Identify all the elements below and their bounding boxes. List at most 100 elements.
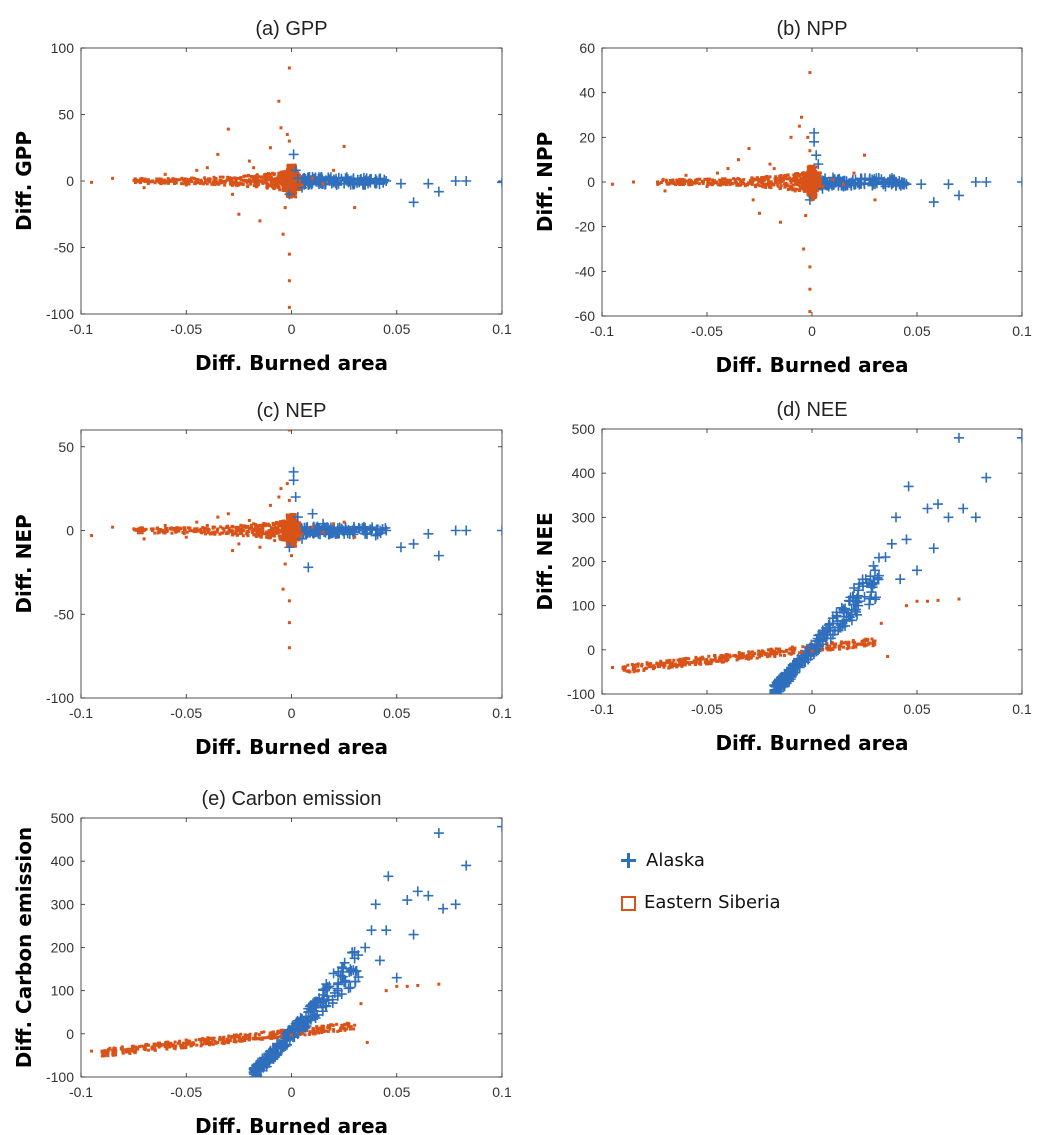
cloud-point-siberia — [784, 182, 788, 186]
cloud-point-siberia — [139, 526, 143, 530]
cloud-point-siberia — [193, 177, 197, 181]
cloud-point-siberia — [213, 1039, 217, 1043]
data-point-alaska — [402, 895, 413, 906]
cloud-point-siberia — [793, 172, 797, 176]
cloud-point-siberia — [763, 176, 767, 180]
cloud-point-siberia — [668, 178, 672, 182]
cloud-point-siberia — [241, 182, 245, 186]
cloud-point-siberia — [632, 670, 636, 674]
cloud-point-siberia — [271, 531, 275, 535]
cloud-point-siberia — [324, 1029, 328, 1033]
cloud-point-siberia — [228, 1039, 232, 1043]
data-point-siberia — [785, 173, 789, 177]
cloud-point-siberia — [146, 1048, 150, 1052]
cloud-point-alaska — [369, 176, 380, 187]
cloud-point-siberia — [179, 1046, 183, 1050]
cloud-point-siberia — [137, 529, 141, 533]
x-tick-label: 0.1 — [492, 705, 512, 721]
cloud-point-siberia — [798, 651, 802, 655]
data-point-alaska — [284, 542, 295, 553]
cloud-point-siberia — [169, 1044, 173, 1048]
cloud-point-siberia — [219, 179, 223, 183]
cloud-point-siberia — [769, 650, 773, 654]
cloud-point-siberia — [253, 175, 257, 179]
cloud-point-siberia — [803, 185, 807, 189]
cloud-point-siberia — [665, 179, 669, 183]
cloud-point-siberia — [106, 1051, 110, 1055]
data-point-siberia — [237, 542, 241, 546]
data-point-siberia — [277, 495, 281, 499]
data-point-alaska — [450, 525, 461, 536]
data-point-alaska — [328, 177, 339, 188]
data-point-siberia — [842, 182, 845, 186]
cloud-point-siberia — [682, 180, 686, 184]
cloud-point-siberia — [800, 177, 804, 181]
cloud-point-siberia — [161, 1043, 165, 1047]
cloud-point-siberia — [697, 658, 701, 662]
cloud-point-siberia — [788, 186, 792, 190]
cloud-point-siberia — [681, 183, 685, 187]
cloud-point-siberia — [806, 185, 810, 189]
cloud-point-siberia — [276, 531, 280, 535]
cloud-point-siberia — [171, 1044, 175, 1048]
cloud-point-siberia — [239, 176, 243, 180]
cloud-point-alaska — [323, 995, 334, 1006]
cloud-point-siberia — [188, 529, 192, 533]
cloud-point-siberia — [191, 176, 195, 180]
cloud-point-siberia — [772, 652, 776, 656]
cloud-point-siberia — [276, 186, 280, 190]
cloud-point-siberia — [828, 647, 832, 651]
cloud-point-siberia — [734, 178, 738, 182]
cloud-point-alaska — [870, 592, 881, 603]
cloud-point-siberia — [287, 181, 291, 185]
data-point-siberia — [332, 168, 336, 172]
cloud-point-siberia — [274, 180, 278, 184]
cloud-point-siberia — [206, 1039, 210, 1043]
cloud-point-siberia — [194, 1038, 198, 1042]
chart-title: (c) NEP — [257, 400, 327, 422]
cloud-point-siberia — [288, 183, 292, 187]
data-point-alaska — [374, 955, 385, 966]
cloud-point-siberia — [633, 666, 637, 670]
x-tick-label: -0.05 — [691, 323, 723, 339]
data-point-alaska — [461, 176, 472, 186]
data-point-alaska — [970, 177, 981, 187]
data-point-siberia — [747, 147, 751, 150]
data-point-siberia — [279, 126, 283, 130]
cloud-point-siberia — [776, 184, 780, 188]
cloud-point-siberia — [142, 1045, 146, 1049]
cloud-point-siberia — [151, 527, 155, 531]
chart-title: (a) GPP — [255, 18, 327, 40]
cloud-point-siberia — [294, 522, 298, 526]
cloud-point-siberia — [722, 182, 726, 186]
cloud-point-siberia — [257, 1033, 261, 1037]
cloud-point-siberia — [769, 180, 773, 184]
cloud-point-siberia — [742, 181, 746, 185]
cloud-point-siberia — [211, 180, 215, 184]
data-point-siberia — [294, 172, 298, 176]
chart-title: (e) Carbon emission — [201, 788, 381, 810]
x-tick-label: -0.1 — [590, 701, 614, 717]
cloud-point-siberia — [813, 196, 817, 200]
cloud-point-siberia — [708, 660, 712, 664]
cloud-point-siberia — [278, 529, 282, 533]
cloud-point-siberia — [203, 176, 207, 180]
data-point-siberia — [287, 621, 291, 625]
cloud-point-siberia — [838, 644, 842, 648]
cloud-point-siberia — [276, 178, 280, 182]
cloud-point-siberia — [256, 181, 260, 185]
data-point-alaska — [318, 989, 329, 1000]
cloud-point-siberia — [218, 532, 222, 536]
cloud-point-siberia — [289, 525, 293, 529]
cloud-point-siberia — [678, 182, 682, 186]
cloud-point-siberia — [249, 523, 253, 527]
cloud-point-siberia — [239, 1037, 243, 1041]
cloud-point-siberia — [863, 639, 867, 643]
cloud-point-siberia — [825, 641, 829, 645]
cloud-point-siberia — [248, 1032, 252, 1036]
data-point-alaska — [381, 925, 392, 936]
y-tick-label: 400 — [572, 465, 596, 481]
cloud-point-alaska — [379, 174, 390, 185]
cloud-point-alaska — [853, 585, 864, 596]
cloud-point-siberia — [804, 186, 808, 190]
